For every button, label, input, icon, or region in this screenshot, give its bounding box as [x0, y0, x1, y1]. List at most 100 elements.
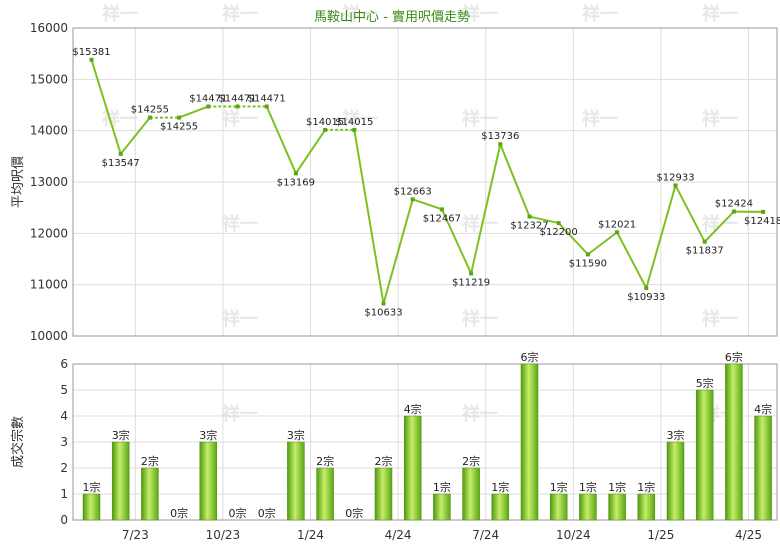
watermark-layer: 祥一祥一祥一祥一祥一祥一祥一祥一祥一祥一祥一祥一祥一祥一祥一祥一祥一祥一祥一祥一…: [102, 3, 738, 425]
price-line-segment: [413, 199, 442, 209]
bar-value-label: 3宗: [287, 428, 305, 442]
price-point: [119, 152, 123, 156]
bar-value-label: 0宗: [170, 506, 188, 520]
price-line-segment: [267, 106, 296, 173]
watermark-text: 祥一: [702, 3, 738, 25]
x-tick-label: 1/24: [297, 528, 324, 542]
price-point: [177, 116, 181, 120]
bar-value-label: 1宗: [608, 480, 626, 494]
volume-bar: [433, 494, 450, 520]
price-point: [382, 302, 386, 306]
price-point-label: $14255: [131, 105, 169, 116]
volume-bar: [521, 364, 538, 520]
price-point: [732, 210, 736, 214]
price-point: [586, 252, 590, 256]
volume-bar: [404, 416, 421, 520]
volume-bar: [83, 494, 100, 520]
price-line-segment: [354, 130, 383, 304]
price-point-label: $12663: [394, 186, 432, 197]
bottom-y-tick-label: 0: [60, 513, 68, 527]
price-point: [294, 171, 298, 175]
price-line-segment: [588, 232, 617, 254]
price-line-segment: [92, 60, 121, 154]
bar-value-label: 3宗: [112, 428, 130, 442]
x-tick-label: 4/24: [385, 528, 412, 542]
watermark-text: 祥一: [462, 108, 498, 130]
price-point: [440, 207, 444, 211]
bar-value-label: 1宗: [579, 480, 597, 494]
bar-value-label: 5宗: [696, 376, 714, 390]
volume-bar: [667, 442, 684, 520]
price-point: [528, 215, 532, 219]
watermark-text: 祥一: [222, 108, 258, 130]
bar-value-label: 2宗: [141, 454, 159, 468]
volume-bar: [287, 442, 304, 520]
watermark-text: 祥一: [462, 308, 498, 330]
x-tick-label: 7/24: [472, 528, 499, 542]
watermark-text: 祥一: [582, 108, 618, 130]
price-point-label: $11837: [686, 246, 724, 257]
bottom-y-tick-label: 2: [60, 461, 68, 475]
bar-value-label: 4宗: [404, 402, 422, 416]
watermark-text: 祥一: [222, 3, 258, 25]
price-point-label: $12200: [540, 227, 578, 238]
bar-value-label: 1宗: [433, 480, 451, 494]
bar-value-label: 3宗: [667, 428, 685, 442]
bar-value-label: 2宗: [462, 454, 480, 468]
bar-value-label: 3宗: [199, 428, 217, 442]
watermark-text: 祥一: [222, 213, 258, 235]
bar-value-label: 0宗: [258, 506, 276, 520]
price-point-label: $12467: [423, 213, 461, 224]
volume-bar: [141, 468, 158, 520]
volume-bar: [200, 442, 217, 520]
price-point-label: $10933: [627, 292, 665, 303]
price-point-label: $12418: [744, 216, 780, 227]
x-tick-label: 7/23: [122, 528, 149, 542]
price-point-label: $14471: [248, 93, 286, 104]
volume-bar: [755, 416, 772, 520]
bottom-y-tick-label: 3: [60, 435, 68, 449]
price-point: [761, 210, 765, 214]
top-y-tick-label: 14000: [30, 124, 68, 138]
price-point-label: $12021: [598, 219, 636, 230]
top-y-axis-label: 平均呎價: [11, 156, 26, 208]
watermark-text: 祥一: [702, 308, 738, 330]
top-y-tick-label: 10000: [30, 329, 68, 343]
top-y-tick-label: 11000: [30, 278, 68, 292]
price-point: [148, 116, 152, 120]
price-point-label: $11219: [452, 277, 490, 288]
price-point-label: $12424: [715, 199, 753, 210]
watermark-text: 祥一: [222, 403, 258, 425]
x-tick-label: 10/23: [206, 528, 241, 542]
volume-bar: [579, 494, 596, 520]
watermark-text: 祥一: [582, 3, 618, 25]
price-point: [674, 183, 678, 187]
x-tick-label: 10/24: [556, 528, 591, 542]
bottom-y-axis-label: 成交宗數: [10, 416, 26, 468]
bottom-y-tick-label: 4: [60, 409, 68, 423]
top-y-tick-label: 12000: [30, 226, 68, 240]
bar-value-label: 6宗: [521, 350, 539, 364]
watermark-text: 祥一: [222, 308, 258, 330]
price-point-label: $13736: [481, 131, 519, 142]
bar-value-label: 1宗: [491, 480, 509, 494]
volume-bar: [375, 468, 392, 520]
price-point: [615, 230, 619, 234]
price-point: [206, 104, 210, 108]
volume-bar: [317, 468, 334, 520]
bar-value-label: 0宗: [345, 506, 363, 520]
bar-value-label: 1宗: [550, 480, 568, 494]
bar-value-label: 4宗: [754, 402, 772, 416]
price-point: [323, 128, 327, 132]
volume-bar: [696, 390, 713, 520]
volume-bar: [725, 364, 742, 520]
price-point-label: $14015: [335, 117, 373, 128]
bar-value-label: 1宗: [637, 480, 655, 494]
chart-title: 馬鞍山中心 - 實用呎價走勢: [314, 9, 470, 25]
watermark-text: 祥一: [702, 108, 738, 130]
volume-bar: [609, 494, 626, 520]
price-point: [411, 197, 415, 201]
volume-bar: [112, 442, 129, 520]
